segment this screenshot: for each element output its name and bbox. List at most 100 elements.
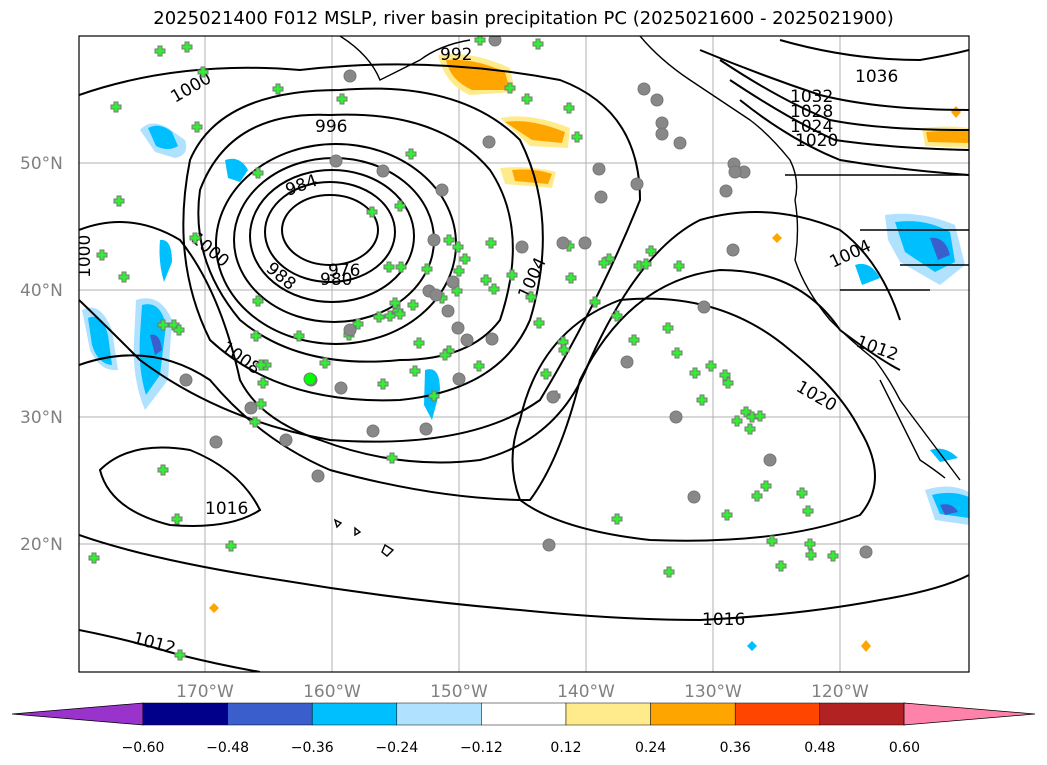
precip-patch [225,158,248,182]
station-circle-marker [655,127,669,141]
station-cross-marker [558,344,570,356]
station-cross-marker [452,241,464,253]
station-cross-marker [565,272,577,284]
isobar-label: 1024 [790,117,833,137]
station-cross-marker [173,324,185,336]
lon-label: 160°W [303,682,361,702]
lat-label: 50°N [20,154,63,174]
lon-label: 170°W [176,682,234,702]
isobar-1032 [699,49,969,111]
station-cross-marker [181,41,193,53]
colorbar-cell [227,702,313,726]
colorbar-tick-label: −0.60 [122,740,165,756]
station-circle-marker [435,183,449,197]
colorbar-extend-max [903,702,1036,726]
colorbar: −0.60 −0.48 −0.36 −0.24 −0.12 0.12 0.24 0.36 0.4… [11,702,1036,756]
station-circle-marker [446,275,460,289]
station-circle-marker [209,435,223,449]
station-cross-marker [319,357,331,369]
station-cross-marker [421,263,433,275]
precip-patch [861,640,871,652]
station-cross-marker [474,36,486,46]
colorbar-tick-label: −0.36 [291,740,334,756]
coastline-us-mexico [794,199,961,481]
isobar-label: 1000 [75,235,95,278]
station-cross-marker [118,271,130,283]
coastline-alaska [339,36,471,81]
station-circle-marker [452,372,466,386]
precip-patch [159,239,172,282]
station-cross-marker [394,200,406,212]
station-circle-marker [726,243,740,257]
station-circle-marker [697,300,711,314]
isobar-label: 1016 [205,499,248,519]
lat-label: 40°N [20,281,63,301]
station-cross-marker [171,513,183,525]
coastlines [333,36,969,557]
station-cross-marker [751,490,763,502]
station-cross-marker [746,411,758,423]
station-cross-marker [731,415,743,427]
precip-patch [855,263,880,285]
coastline-bc [639,36,798,201]
station-cross-marker [473,360,485,372]
station-circle-marker [311,469,325,483]
station-circle-marker [542,538,556,552]
isobar-1028 [719,59,969,131]
station-circle-marker [637,82,651,96]
station-cross-marker [154,45,166,57]
station-circle-marker [488,36,502,47]
colorbar-extend-min [11,702,144,726]
isobar-label: 1032 [790,87,833,107]
station-cross-marker [521,93,533,105]
isobar-1008 [79,211,901,464]
station-cross-marker [352,318,364,330]
isobar-1020-north [739,99,969,176]
station-cross-marker [439,349,451,361]
station-circle-marker [244,401,258,415]
station-cross-marker [673,260,685,272]
station-cross-marker [805,549,817,561]
station-circle-marker [329,154,343,168]
station-cross-marker [705,360,717,372]
station-cross-marker [189,232,201,244]
station-cross-marker [722,377,734,389]
lon-label: 140°W [557,682,615,702]
station-circle-marker [441,304,455,318]
precip-patch [940,504,958,515]
station-cross-marker [611,513,623,525]
isobar-label: 992 [440,45,472,65]
station-circle-marker [687,490,701,504]
isobar-1036 [779,39,969,62]
station-cross-marker [110,101,122,113]
station-cross-marker [671,347,683,359]
lat-label: 30°N [20,408,63,428]
station-cross-marker [157,319,169,331]
station-circle-marker [673,136,687,150]
station-cross-marker [485,237,497,249]
isobar-label: 1020 [795,131,838,151]
isobar-984 [249,169,415,303]
isobar-1012 [79,268,901,502]
station-cross-marker [336,93,348,105]
station-cross-marker [563,102,575,114]
station-cross-marker [443,234,455,246]
station-cross-marker [696,394,708,406]
station-cross-marker [395,261,407,273]
colorbar-tick-label: −0.12 [460,740,503,756]
station-circle-marker [343,323,357,337]
station-cross-marker [804,538,816,550]
station-cross-marker [225,540,237,552]
colorbar-tick-label: 0.48 [804,740,835,756]
coastline-baja [879,379,946,479]
colorbar-cell [565,702,651,726]
station-cross-marker [532,38,544,50]
station-circle-marker [460,333,474,347]
precip-patch [148,125,178,149]
station-cross-marker [191,121,203,133]
station-circle-marker [376,164,390,178]
isobar-980 [264,181,396,283]
station-circle-marker [594,190,608,204]
station-circle-marker [728,165,742,179]
colorbar-cell [481,702,567,726]
